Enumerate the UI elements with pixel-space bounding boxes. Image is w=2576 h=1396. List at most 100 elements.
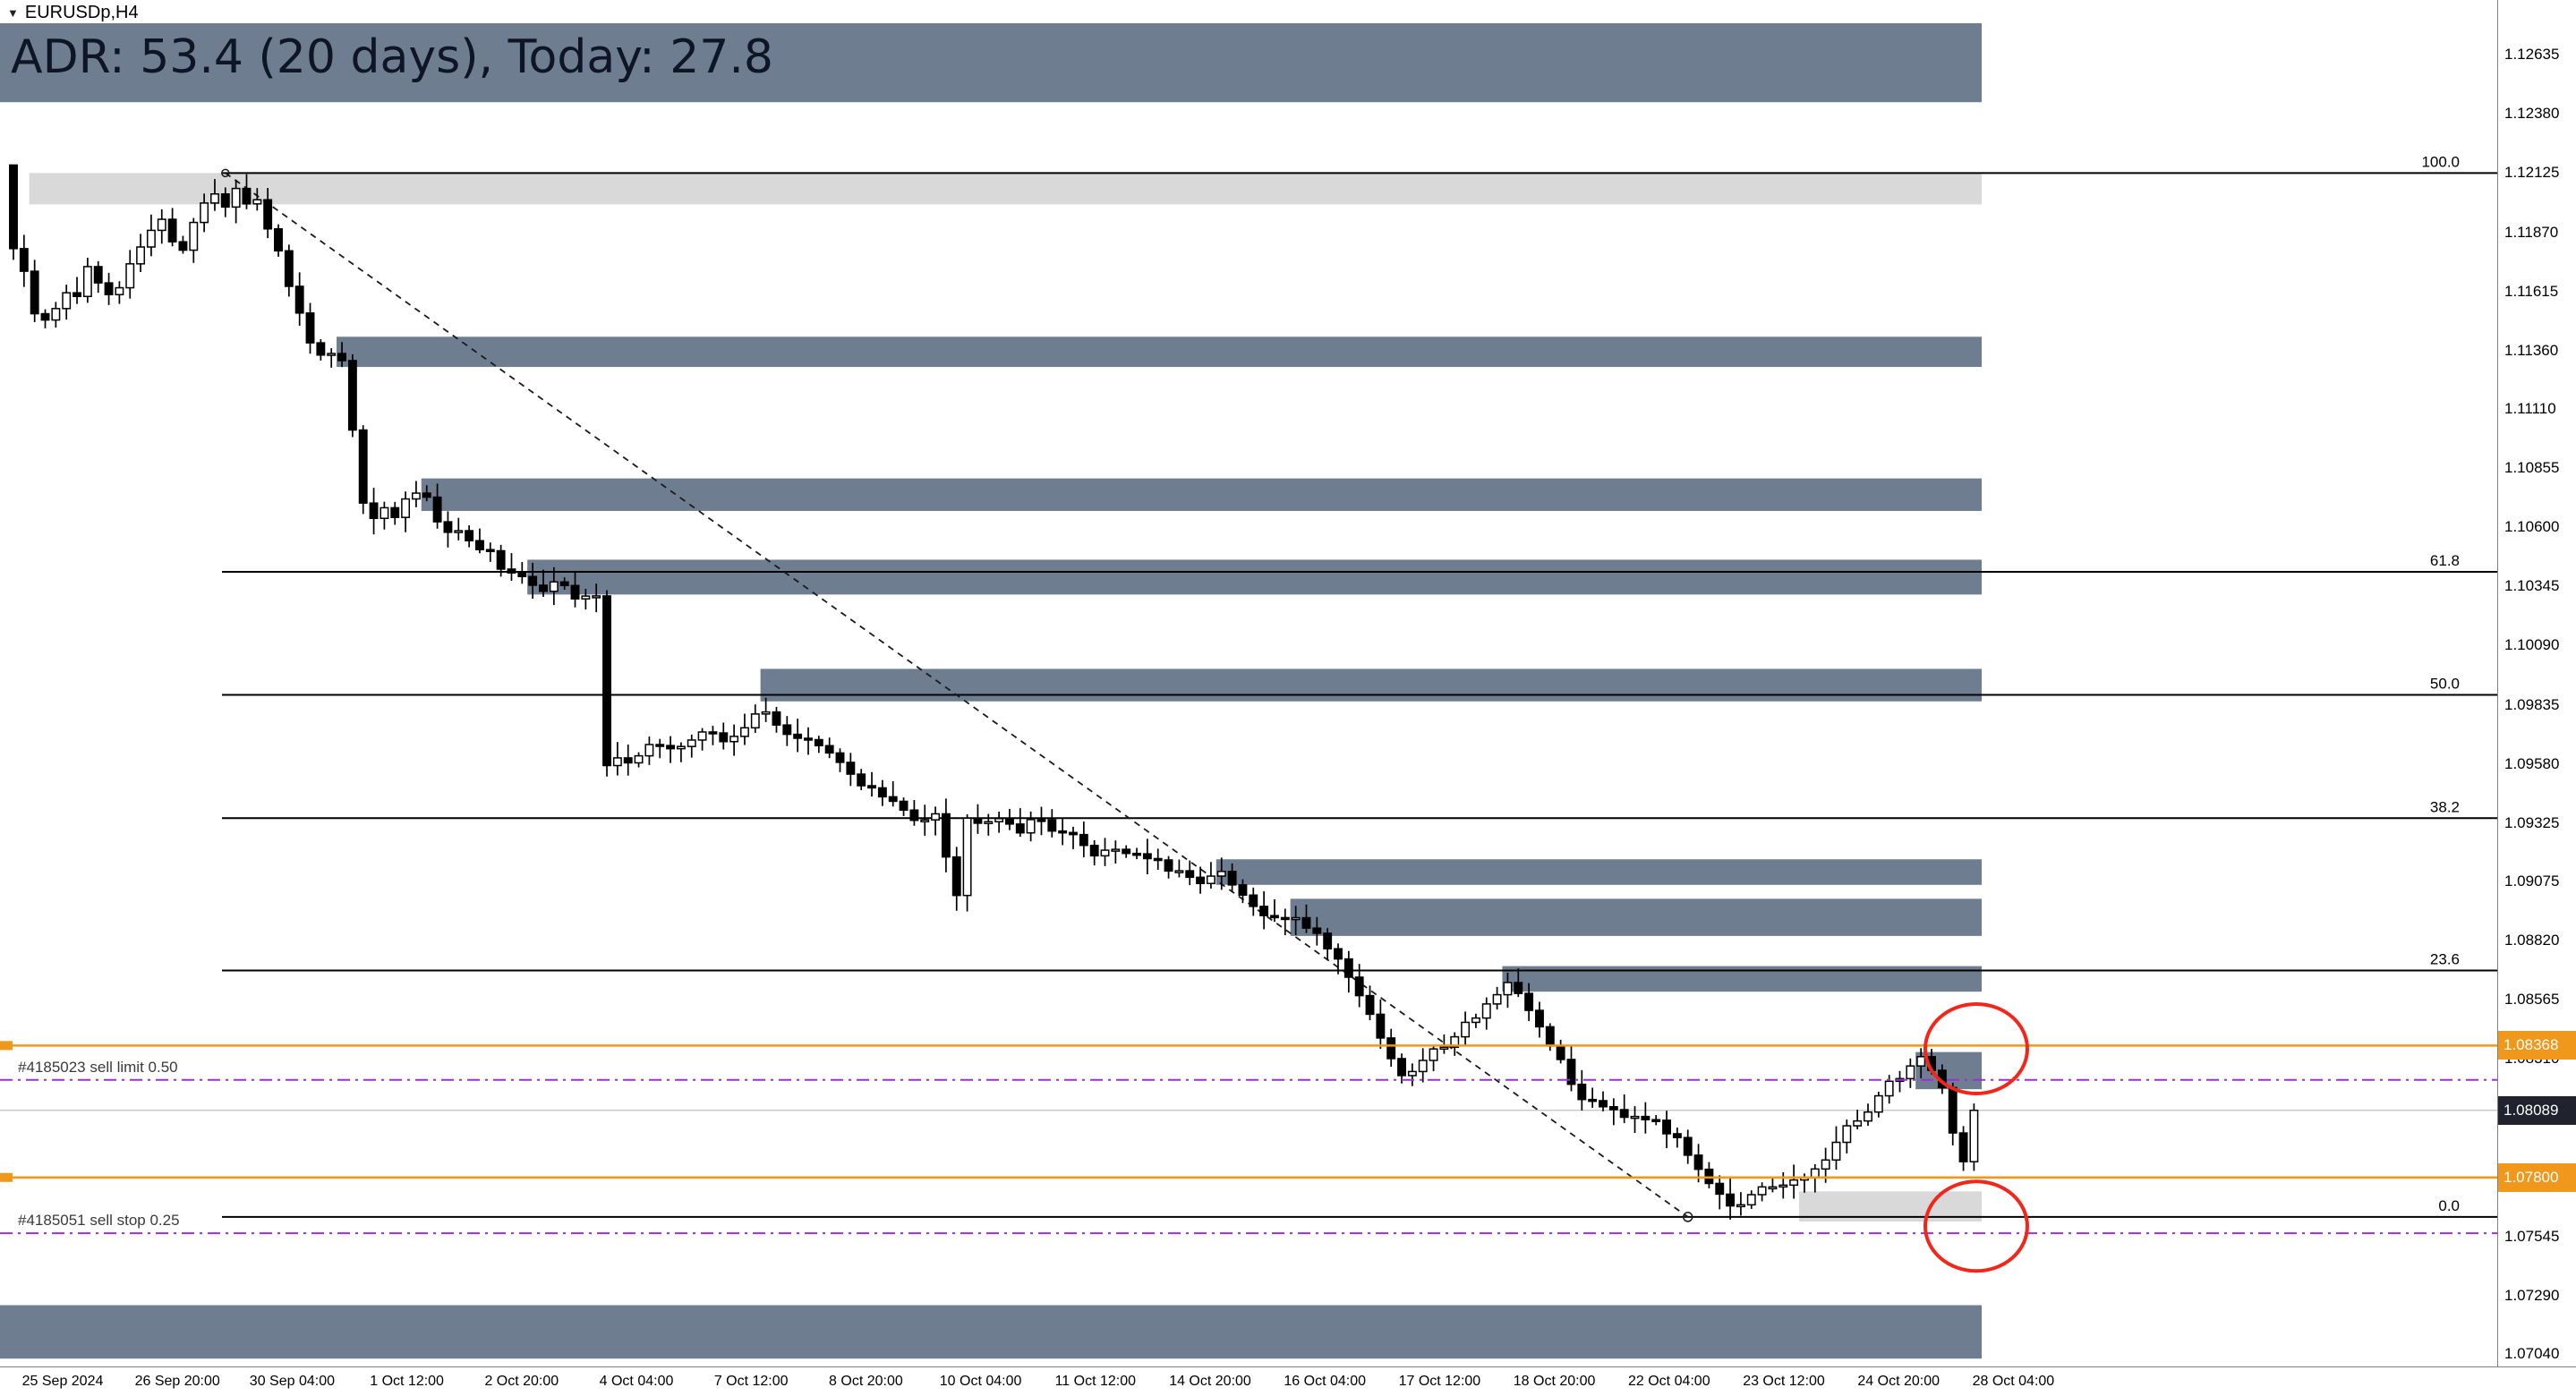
candle-bearish <box>1588 1098 1598 1102</box>
supply-zone[interactable] <box>0 22 1982 103</box>
supply-zone[interactable] <box>0 1305 1982 1359</box>
candle-bearish <box>539 584 548 592</box>
supply-zone[interactable] <box>1215 859 1982 885</box>
order-label-sell-limit[interactable]: #4185023 sell limit 0.50 <box>18 1058 178 1076</box>
candle-bullish <box>740 727 749 737</box>
price-axis[interactable]: 1.12635 1.12380 1.12125 1.11870 1.11615 1.113… <box>2497 0 2576 1366</box>
candle-bearish <box>220 192 230 209</box>
candle-bullish <box>676 745 686 750</box>
candle-bearish <box>846 762 856 775</box>
time-tick-label: 26 Sep 20:00 <box>134 1374 220 1389</box>
fib-label: 0.0 <box>2438 1197 2460 1214</box>
trendline-anchor[interactable] <box>1682 1212 1693 1222</box>
candle-bullish <box>1736 1204 1745 1208</box>
candle-bullish <box>136 246 146 265</box>
candle-bearish <box>274 228 283 252</box>
supply-zone[interactable] <box>760 668 1982 702</box>
supply-zone[interactable] <box>1290 898 1982 936</box>
price-tick-label: 1.10345 <box>2504 577 2560 595</box>
red-circle-annotation[interactable] <box>1923 1002 2029 1096</box>
price-tick-label: 1.09075 <box>2504 872 2560 890</box>
price-tick-label: 1.11615 <box>2504 282 2559 300</box>
candle-bullish <box>1492 993 1502 1005</box>
candle-bearish <box>475 540 484 550</box>
candle-bullish <box>750 713 760 729</box>
candle-bullish <box>189 221 199 251</box>
supply-zone[interactable] <box>29 173 1983 205</box>
candle-bearish <box>899 800 908 811</box>
time-tick-label: 18 Oct 20:00 <box>1513 1374 1596 1389</box>
candle-bearish <box>528 575 538 586</box>
candle-bullish <box>1884 1080 1894 1097</box>
candle-bearish <box>1577 1083 1587 1101</box>
candle-bearish <box>422 492 431 498</box>
candle-bearish <box>1132 852 1141 856</box>
candle-bullish <box>687 739 696 747</box>
fib-label: 38.2 <box>2430 798 2460 815</box>
price-tick-label: 1.09835 <box>2504 695 2560 713</box>
candle-bearish <box>719 732 729 743</box>
price-tick-label: 1.12380 <box>2504 105 2560 123</box>
candle-bullish <box>1481 1003 1491 1019</box>
candle-bullish <box>1789 1179 1799 1187</box>
supply-zone[interactable] <box>421 478 1982 511</box>
candle-bearish <box>867 785 876 789</box>
candle-bullish <box>125 263 135 289</box>
price-tick-label: 1.11360 <box>2504 341 2559 359</box>
current-price-badge: 1.08089 <box>2498 1095 2576 1125</box>
candle-bullish <box>549 581 559 592</box>
trendline-dashed[interactable] <box>225 172 1689 1218</box>
time-tick-label: 28 Oct 04:00 <box>1972 1374 2055 1389</box>
supply-zone[interactable] <box>527 559 1983 595</box>
candle-bearish <box>1270 915 1279 919</box>
candle-bullish <box>761 711 771 715</box>
time-axis[interactable]: 25 Sep 2024 26 Sep 20:00 30 Sep 04:00 1 Oct… <box>0 1366 2576 1396</box>
price-tick-label: 1.11110 <box>2504 399 2556 417</box>
candle-bullish <box>962 817 972 897</box>
candle-bearish <box>1524 992 1534 1011</box>
time-tick-label: 1 Oct 12:00 <box>370 1374 444 1389</box>
chevron-down-icon: ▼ <box>7 6 19 20</box>
candle-bullish <box>1916 1056 1926 1067</box>
candle-bullish <box>1461 1021 1471 1038</box>
red-circle-annotation[interactable] <box>1923 1179 2029 1273</box>
candle-bearish <box>73 292 81 298</box>
candle-bearish <box>1343 958 1353 978</box>
order-label-sell-stop[interactable]: #4185051 sell stop 0.25 <box>18 1212 180 1230</box>
candle-bearish <box>1334 948 1343 960</box>
candlestick-chart[interactable]: 100.0 61.8 50.0 38.2 23.6 0.0 <box>0 0 2497 1366</box>
candle-bearish <box>19 248 29 272</box>
symbol-timeframe-selector[interactable]: ▼ EURUSDp,H4 <box>7 3 139 23</box>
candle-bullish <box>1810 1168 1820 1179</box>
candle-bullish <box>157 218 166 232</box>
chart-plot-area[interactable]: 100.0 61.8 50.0 38.2 23.6 0.0 ADR: 53.4 (20 d… <box>0 0 2497 1366</box>
candle-bearish <box>1958 1132 1968 1162</box>
candle-bearish <box>93 266 103 284</box>
time-tick-label: 2 Oct 20:00 <box>484 1374 559 1389</box>
candle-bullish <box>920 819 930 822</box>
trendline-anchor[interactable] <box>221 168 230 178</box>
candle-bearish <box>1535 1009 1544 1028</box>
orange-line-left-marker <box>0 1041 13 1051</box>
fib-label: 50.0 <box>2430 675 2460 692</box>
adr-indicator-text: ADR: 53.4 (20 days), Today: 27.8 <box>11 30 774 84</box>
candle-bullish <box>1216 871 1226 877</box>
candle-bearish <box>1122 848 1131 855</box>
time-tick-label: 23 Oct 12:00 <box>1743 1374 1825 1389</box>
candle-bearish <box>1662 1119 1671 1135</box>
time-tick-label: 7 Oct 12:00 <box>713 1374 789 1389</box>
candle-bullish <box>1630 1115 1640 1119</box>
candle-bullish <box>592 595 601 599</box>
candle-bearish <box>1376 1013 1386 1039</box>
candle-bearish <box>888 796 898 803</box>
time-tick-label: 10 Oct 04:00 <box>939 1374 1022 1389</box>
candle-bearish <box>443 521 453 533</box>
candle-bearish <box>1185 870 1195 879</box>
candle-bullish <box>401 498 411 518</box>
candle-bearish <box>655 744 665 747</box>
candle-bearish <box>782 724 792 736</box>
supply-zone[interactable] <box>337 336 1982 368</box>
candle-bearish <box>517 572 527 578</box>
candle-bearish <box>793 733 803 739</box>
